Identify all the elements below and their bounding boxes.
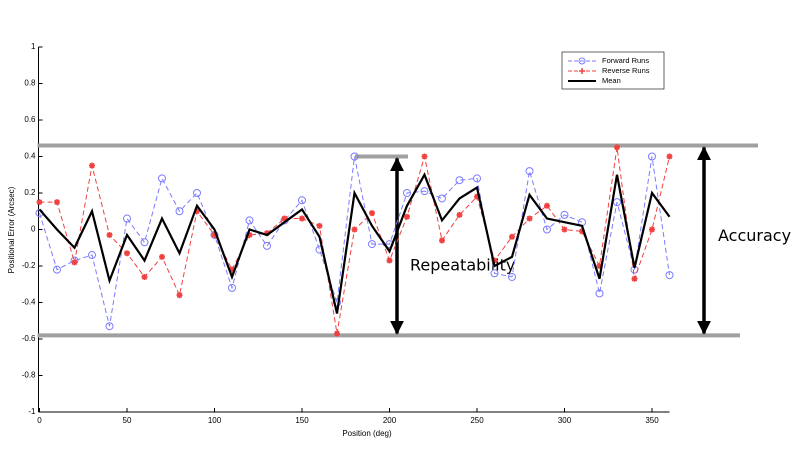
circle-marker [648,152,656,161]
y-tick-label: 1 [31,42,36,51]
circle-marker [175,207,184,216]
star-marker [544,202,550,209]
star-marker [509,233,515,240]
star-marker [649,226,655,233]
star-marker [474,193,480,200]
star-marker [211,231,218,238]
annotation-label: Repeatability [410,255,515,274]
star-marker [71,259,78,266]
circle-marker [438,194,446,203]
x-tick-label: 250 [470,416,484,425]
circle-marker [525,167,534,176]
y-tick-label: -1 [28,407,36,416]
x-tick-label: 300 [558,416,572,425]
x-tick-label: 350 [645,416,659,425]
circle-marker [508,272,516,281]
circle-marker [263,241,271,250]
star-marker [439,237,445,244]
circle-marker [53,265,61,274]
circle-marker [368,240,376,249]
legend-label: Mean [602,76,621,85]
circle-marker [543,225,551,234]
star-marker [334,330,340,337]
legend-marker [578,57,586,65]
circle-marker [298,196,306,205]
circle-marker [350,152,359,161]
star-marker [386,257,393,264]
x-tick-label: 150 [295,416,309,425]
star-marker [159,253,165,260]
star-marker [614,144,620,151]
star-marker [351,226,358,233]
y-tick-label: -0.8 [22,371,36,380]
star-marker [281,215,288,222]
star-marker [141,273,148,280]
y-tick-label: 0.8 [24,79,36,88]
circle-marker [140,238,149,247]
star-marker [666,153,673,160]
star-marker [316,222,323,229]
circle-marker [665,271,674,280]
circle-marker [490,269,499,278]
y-tick-label: 0.2 [24,188,36,197]
series-line [39,147,670,334]
circle-marker [193,189,201,197]
x-tick-label: 50 [123,416,132,425]
star-marker [596,263,603,269]
circle-marker [88,251,96,260]
star-marker [264,230,270,237]
star-marker [229,266,235,273]
star-marker [54,199,60,206]
star-marker [36,199,43,206]
circle-marker [228,283,236,292]
circle-marker [595,289,604,298]
circle-marker [158,174,166,183]
x-tick-label: 200 [383,416,397,425]
star-marker [421,153,428,160]
y-tick-label: 0 [31,225,36,234]
circle-marker [123,214,131,223]
annotation-label: Accuracy [718,226,791,245]
star-marker [631,275,638,282]
star-marker [299,215,305,222]
series-line [38,172,671,314]
star-marker [491,257,498,264]
star-marker [456,211,463,218]
y-tick-label: 0.6 [24,115,36,124]
star-marker [404,213,410,220]
circle-marker [473,174,481,183]
x-tick-label: 100 [208,416,222,425]
legend-label: Forward Runs [602,56,649,65]
legend-marker [579,68,585,74]
y-tick-label: -0.4 [22,298,36,307]
star-marker [106,231,113,238]
circle-marker [420,187,429,196]
star-marker [579,228,585,235]
star-marker [89,162,95,169]
x-tick-label: 0 [37,416,42,425]
star-marker [124,250,130,257]
legend-label: Reverse Runs [602,66,650,75]
star-marker [561,226,568,233]
circle-marker [403,189,411,197]
circle-marker [105,322,114,331]
circle-marker [245,216,254,225]
star-marker [194,208,200,215]
star-marker [176,292,183,299]
y-tick-label: -0.6 [22,334,36,343]
y-tick-label: -0.2 [22,261,36,270]
y-axis-label: Positional Error (Arcsec) [7,186,16,273]
x-axis-label: Position (deg) [342,429,392,438]
star-marker [369,210,375,217]
series-line [39,156,670,327]
circle-marker [455,176,464,185]
y-tick-label: 0.4 [24,152,36,161]
star-marker [246,231,253,238]
star-marker [526,215,533,222]
circle-marker [560,210,569,219]
